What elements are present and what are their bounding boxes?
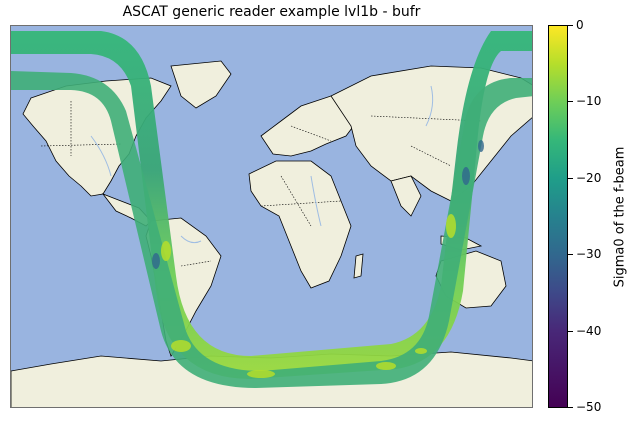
colorbar-tick [568, 178, 573, 179]
colorbar-tick [568, 101, 573, 102]
colorbar-gradient [548, 25, 568, 408]
colorbar-tick-label: −50 [576, 400, 602, 414]
colorbar-tick-label: −40 [576, 324, 602, 338]
swath-low-values [152, 140, 484, 269]
colorbar-label: Sigma0 of the f-beam [612, 146, 628, 288]
colorbar-tick-label: −10 [576, 94, 602, 108]
india [390, 175, 422, 217]
colorbar-tick [568, 407, 573, 408]
map-panel [10, 25, 533, 408]
rivers [90, 85, 434, 244]
world-map [11, 26, 532, 407]
africa [248, 160, 352, 289]
colorbar-tick-label: 0 [576, 18, 584, 32]
swath-track-outer [11, 31, 532, 379]
figure-title: ASCAT generic reader example lvl1b - buf… [122, 4, 421, 20]
colorbar-tick-label: −20 [576, 171, 602, 185]
greenland [170, 60, 232, 109]
madagascar [353, 253, 364, 279]
colorbar-tick [568, 25, 573, 26]
swath-highlights [161, 214, 456, 378]
country-borders [40, 101, 482, 267]
swath-track-inner [11, 71, 532, 388]
colorbar-tick-label: −30 [576, 247, 602, 261]
colorbar-tick [568, 331, 573, 332]
colorbar [548, 25, 568, 408]
colorbar-tick [568, 254, 573, 255]
